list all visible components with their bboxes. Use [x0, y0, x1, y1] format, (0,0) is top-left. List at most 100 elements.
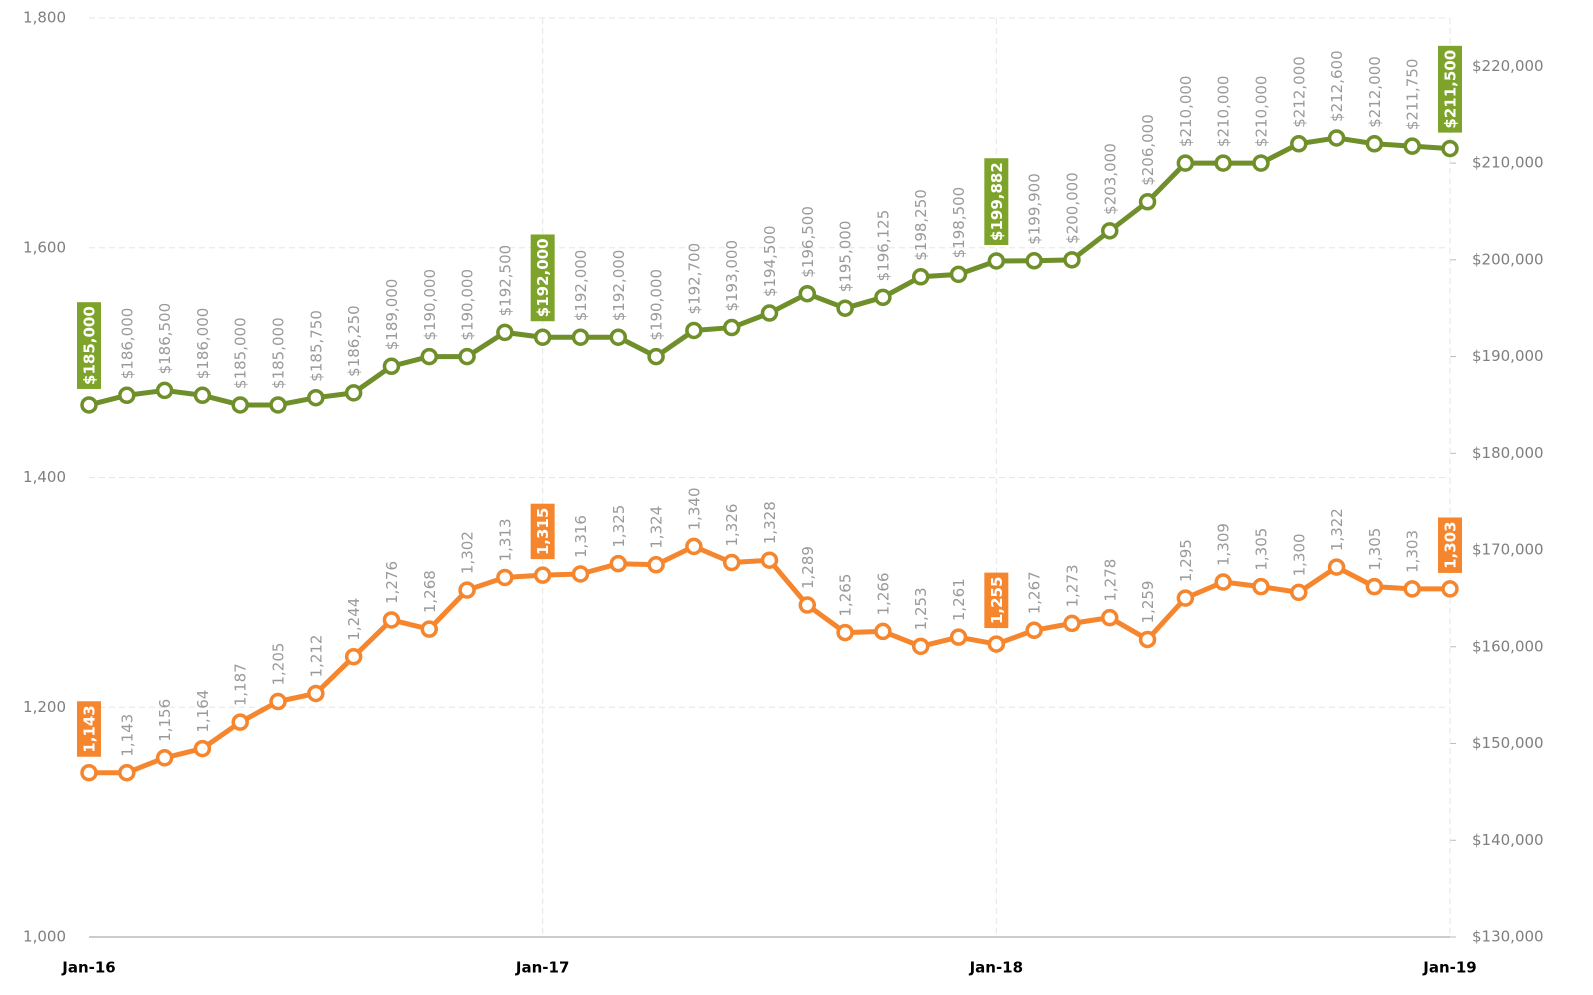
- value-label: 1,325: [610, 505, 628, 548]
- data-point: [269, 692, 287, 711]
- data-point: [231, 713, 249, 731]
- data-point: [344, 384, 363, 402]
- data-point: [609, 554, 628, 573]
- data-point: [1176, 589, 1195, 607]
- value-label: 1,265: [837, 574, 855, 617]
- data-point: [1403, 137, 1421, 155]
- data-point: [647, 347, 665, 366]
- data-point: [1101, 222, 1119, 240]
- value-label-group: $198,500: [950, 187, 968, 259]
- value-label: $186,500: [156, 303, 174, 375]
- value-label: $203,000: [1101, 143, 1119, 215]
- value-label-group: 1,315: [530, 503, 555, 560]
- value-label-group: 1,324: [648, 506, 666, 549]
- data-point: [458, 581, 476, 599]
- value-label-group: 1,289: [799, 546, 817, 589]
- value-label: $206,000: [1139, 114, 1157, 186]
- value-label: 1,164: [194, 690, 212, 733]
- data-point: [1138, 630, 1157, 649]
- data-point: [1441, 580, 1459, 598]
- value-label-box: [1438, 45, 1462, 133]
- data-point: [533, 328, 552, 346]
- value-label-group: 1,303: [1438, 517, 1462, 573]
- data-point: [949, 628, 968, 646]
- value-label-group: 1,276: [383, 561, 401, 604]
- value-label-group: 1,302: [459, 531, 477, 574]
- value-label-group: $195,000: [837, 221, 855, 293]
- value-label: 1,289: [799, 546, 817, 589]
- value-label: $192,000: [610, 250, 628, 322]
- data-point: [1252, 577, 1270, 596]
- value-label-box: [530, 234, 555, 322]
- value-label: 1,303: [1442, 521, 1460, 568]
- y-tick-label: 1,000: [23, 928, 66, 946]
- value-label-group: 1,253: [912, 587, 930, 630]
- value-label-group: $198,250: [912, 189, 930, 261]
- data-point: [1176, 154, 1195, 172]
- value-label: $212,000: [1290, 56, 1308, 128]
- value-label-group: $206,000: [1139, 114, 1157, 186]
- value-label-group: $196,125: [874, 210, 892, 282]
- value-label-group: $185,000: [270, 317, 288, 389]
- data-point: [1365, 577, 1384, 596]
- value-label-group: $190,000: [421, 269, 439, 341]
- data-point: [80, 396, 98, 414]
- value-label-group: 1,265: [837, 574, 855, 617]
- data-point: [647, 556, 665, 574]
- value-label-group: 1,266: [874, 572, 892, 615]
- value-label: 1,143: [118, 714, 136, 757]
- data-point: [1063, 614, 1081, 633]
- value-label: $186,000: [194, 308, 212, 380]
- data-point: [798, 284, 817, 303]
- data-point: [382, 357, 401, 376]
- data-point: [1252, 154, 1270, 172]
- y2-tick-label: $150,000: [1472, 734, 1544, 752]
- y2-tick-label: $160,000: [1472, 637, 1544, 655]
- value-label: 1,267: [1026, 571, 1044, 614]
- value-label-group: 1,261: [950, 578, 968, 621]
- value-label-box: [984, 158, 1009, 245]
- value-label: $198,500: [950, 187, 968, 259]
- value-label: 1,205: [270, 643, 288, 686]
- value-label-group: $186,250: [345, 305, 363, 377]
- value-label-box: [1438, 517, 1462, 573]
- data-point: [760, 551, 779, 569]
- x-tick-label: Jan-18: [969, 959, 1023, 977]
- value-label: 1,309: [1215, 523, 1233, 566]
- value-label: 1,295: [1177, 539, 1195, 582]
- value-label: $192,000: [572, 250, 590, 322]
- series-line: [89, 543, 1450, 776]
- value-label-group: 1,278: [1101, 559, 1119, 602]
- y2-tick-label: $130,000: [1472, 928, 1544, 946]
- value-label: $199,882: [988, 162, 1006, 241]
- value-label: $192,000: [534, 238, 552, 317]
- y2-tick-label: $170,000: [1472, 541, 1544, 559]
- value-label: $198,250: [912, 189, 930, 261]
- value-label-group: $210,000: [1215, 76, 1233, 148]
- value-label-group: $203,000: [1101, 143, 1119, 215]
- value-label: 1,322: [1328, 508, 1346, 551]
- x-tick-label: Jan-19: [1422, 959, 1476, 977]
- value-label-group: 1,267: [1026, 571, 1044, 614]
- value-label-group: $190,000: [648, 269, 666, 341]
- value-label-group: $211,750: [1404, 59, 1422, 131]
- data-point: [760, 304, 779, 322]
- data-point: [533, 566, 552, 584]
- value-label: $196,500: [799, 206, 817, 278]
- value-label-group: $185,000: [77, 302, 101, 389]
- data-point: [1214, 573, 1232, 591]
- data-point: [458, 347, 476, 366]
- value-label: 1,302: [459, 531, 477, 574]
- data-point: [1327, 129, 1346, 147]
- value-label-group: $192,500: [496, 245, 514, 317]
- value-label: $186,250: [345, 305, 363, 377]
- data-point: [1327, 558, 1346, 576]
- value-label-box: [77, 302, 101, 389]
- value-label-group: 1,325: [610, 505, 628, 548]
- y-tick-label: 1,600: [23, 238, 66, 256]
- value-label: 1,303: [1404, 530, 1422, 573]
- value-label-group: $199,900: [1026, 173, 1044, 245]
- value-label: 1,143: [81, 705, 99, 752]
- data-point: [496, 568, 514, 587]
- value-label: $210,000: [1177, 76, 1195, 148]
